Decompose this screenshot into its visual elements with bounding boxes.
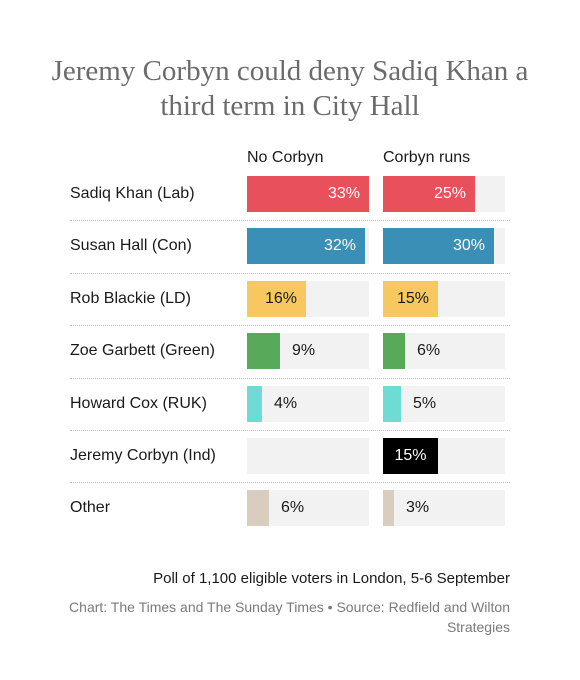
bar	[247, 176, 369, 212]
row-divider	[70, 325, 510, 327]
data-label: 32%	[323, 237, 356, 255]
data-label: 25%	[433, 185, 466, 202]
bar-track	[247, 438, 369, 474]
column-header-corbyn-runs: Corbyn runs	[383, 149, 471, 166]
category-label: Rob Blackie (LD)	[70, 289, 191, 307]
bar-track: 6%	[247, 490, 369, 527]
bar-row: Susan Hall (Con) 32% 30%	[70, 220, 510, 280]
bar-row: Sadiq Khan (Lab) 33% 25%	[70, 176, 510, 228]
poll-note: Poll of 1,100 eligible voters in London,…	[153, 570, 510, 587]
bar-track: 15%	[383, 438, 505, 474]
bar	[383, 385, 401, 422]
data-label: 6%	[281, 499, 305, 517]
chart-source: Chart: The Times and The Sunday Times • …	[69, 599, 510, 635]
bar	[247, 385, 262, 422]
bar-track: 32%	[247, 228, 369, 265]
bar-row: Jeremy Corbyn (Ind) 15%	[70, 430, 510, 490]
bar-row: Rob Blackie (LD) 16% 15%	[70, 272, 510, 333]
bar	[247, 228, 365, 265]
bar-row: Other 6% 3%	[70, 482, 510, 542]
bar	[383, 438, 438, 474]
data-label: 33%	[327, 185, 360, 202]
row-divider	[70, 377, 510, 379]
chart-title: Jeremy Corbyn could deny Sadiq Khan a th…	[51, 55, 529, 122]
bar	[247, 490, 269, 527]
bar	[383, 333, 405, 370]
bar-row: Howard Cox (RUK) 4% 5%	[70, 377, 510, 438]
bar-track: 25%	[383, 176, 505, 212]
category-label: Susan Hall (Con)	[70, 237, 192, 255]
bar-track: 15%	[383, 280, 505, 317]
data-label: 3%	[406, 499, 430, 517]
row-divider	[70, 220, 510, 222]
bar	[383, 280, 438, 317]
bar-track: 9%	[247, 333, 369, 370]
category-label: Jeremy Corbyn (Ind)	[70, 447, 216, 464]
bar	[383, 490, 394, 527]
data-label: 30%	[452, 237, 485, 255]
row-divider	[70, 272, 510, 274]
bar	[247, 280, 306, 317]
data-label: 16%	[264, 289, 297, 307]
category-label: Other	[70, 499, 111, 517]
data-label: 5%	[413, 394, 437, 412]
bar-track: 30%	[383, 228, 505, 265]
category-label: Sadiq Khan (Lab)	[70, 185, 195, 202]
bar	[247, 333, 280, 370]
data-label: 9%	[292, 342, 316, 360]
bar-row: Zoe Garbett (Green) 9% 6%	[70, 325, 510, 385]
bar-track: 33%	[247, 176, 369, 212]
bar-track: 16%	[247, 280, 369, 317]
category-label: Howard Cox (RUK)	[70, 394, 207, 412]
category-label: Zoe Garbett (Green)	[70, 342, 215, 360]
data-label: 15%	[396, 289, 429, 307]
data-label: 15%	[394, 447, 427, 464]
bar	[383, 176, 475, 212]
bar	[383, 228, 494, 265]
data-label: 4%	[274, 394, 298, 412]
bar-track: 3%	[383, 490, 505, 527]
data-label: 6%	[417, 342, 441, 360]
bar-track: 5%	[383, 385, 505, 422]
bar-track: 6%	[383, 333, 505, 370]
bar-track: 4%	[247, 385, 369, 422]
row-divider	[70, 482, 510, 484]
row-divider	[70, 430, 510, 431]
column-header-no-corbyn: No Corbyn	[247, 149, 324, 166]
